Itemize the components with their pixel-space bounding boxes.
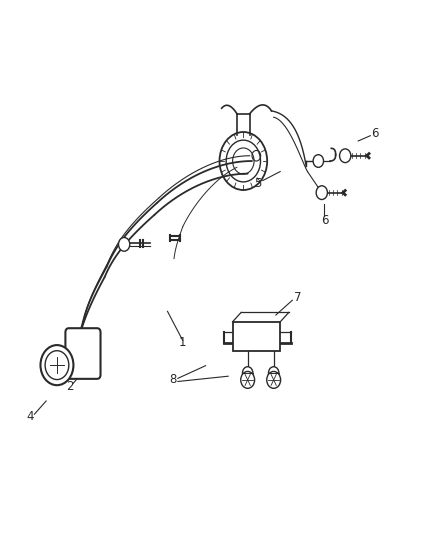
Circle shape xyxy=(339,149,350,163)
Text: 4: 4 xyxy=(26,410,33,423)
Circle shape xyxy=(45,351,69,379)
Text: 7: 7 xyxy=(293,290,300,304)
Circle shape xyxy=(266,372,280,389)
Circle shape xyxy=(312,155,323,167)
Bar xyxy=(232,322,279,351)
Text: 8: 8 xyxy=(169,374,176,386)
FancyBboxPatch shape xyxy=(65,328,100,379)
Circle shape xyxy=(242,367,252,379)
Circle shape xyxy=(240,372,254,389)
Text: 5: 5 xyxy=(253,176,261,190)
Text: 6: 6 xyxy=(370,127,378,140)
Circle shape xyxy=(118,238,130,251)
Circle shape xyxy=(268,367,278,379)
Text: 1: 1 xyxy=(179,336,186,350)
Circle shape xyxy=(40,345,73,385)
Circle shape xyxy=(315,186,327,199)
Text: 2: 2 xyxy=(66,380,74,393)
Text: 6: 6 xyxy=(320,214,327,227)
